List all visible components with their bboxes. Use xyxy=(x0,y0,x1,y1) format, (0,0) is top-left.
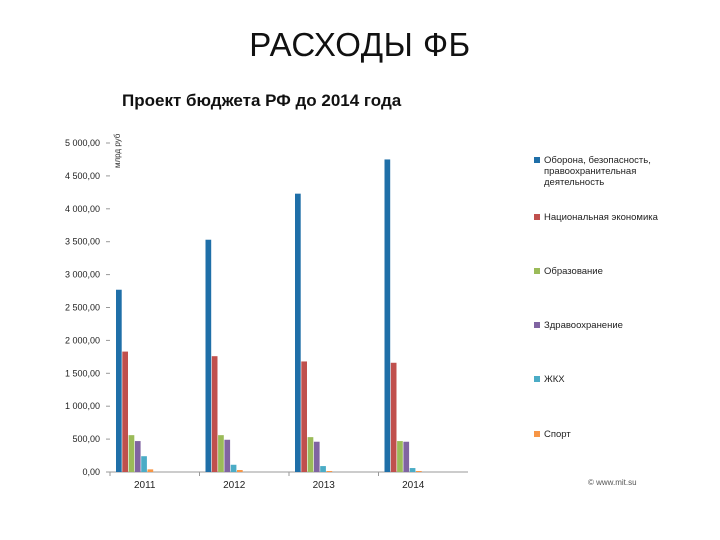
bar-2012-series-2 xyxy=(211,356,218,472)
bar-2011-series-6 xyxy=(147,469,154,472)
bar-2012-series-3 xyxy=(218,435,224,472)
chart-container: Проект бюджета РФ до 2014 года млрд руб … xyxy=(0,80,720,500)
legend-swatch xyxy=(534,376,540,382)
legend-swatch xyxy=(534,157,540,163)
legend-label: ЖКХ xyxy=(544,374,565,385)
bar-2011-series-2 xyxy=(122,351,128,472)
bar-2011-series-1 xyxy=(116,289,122,472)
legend-swatch xyxy=(534,431,540,437)
y-tick-label: 1 500,00 xyxy=(65,368,100,378)
slide-title: РАСХОДЫ ФБ xyxy=(249,26,471,63)
y-tick-label: 5 000,00 xyxy=(65,138,100,148)
legend-swatch xyxy=(534,322,540,328)
source-note: © www.mit.su xyxy=(588,478,637,487)
y-tick-label: 3 500,00 xyxy=(65,237,100,247)
legend-swatch xyxy=(534,268,540,274)
bar-2013-series-1 xyxy=(295,193,301,472)
x-tick-label: 2011 xyxy=(134,480,156,491)
legend-label: Образование xyxy=(544,266,603,277)
bar-2014-series-1 xyxy=(384,159,391,472)
bars-group xyxy=(116,159,422,472)
legend-label: Национальная экономика xyxy=(544,212,659,223)
y-tick-label: 1 000,00 xyxy=(65,401,100,411)
legend-label: Спорт xyxy=(544,429,571,440)
y-tick-label: 4 500,00 xyxy=(65,171,100,181)
y-tick-label: 2 000,00 xyxy=(65,335,100,345)
legend-label: Оборона, безопасность, правоохранительная… xyxy=(544,155,651,188)
x-axis-ticks: 2011 2012 2013 2014 xyxy=(109,472,425,491)
x-tick-label: 2013 xyxy=(313,480,336,491)
x-tick-label: 2014 xyxy=(402,480,425,491)
y-tick-label: 4 000,00 xyxy=(65,204,100,214)
bar-2012-series-5 xyxy=(230,464,237,472)
bar-chart: Проект бюджета РФ до 2014 года млрд руб … xyxy=(65,91,659,491)
bar-2013-series-3 xyxy=(307,437,314,472)
y-axis-ticks: 0,00 500,00 1 000,00 1 500,00 2 000,00 2 500,… xyxy=(65,138,468,477)
bar-2011-series-3 xyxy=(128,435,135,472)
y-tick-label: 0,00 xyxy=(82,467,100,477)
legend-swatch xyxy=(534,214,540,220)
bar-2014-series-2 xyxy=(390,362,397,472)
legend-label: Здравоохранение xyxy=(544,320,623,331)
chart-title: Проект бюджета РФ до 2014 года xyxy=(122,91,402,110)
bar-2013-series-2 xyxy=(301,361,307,472)
bar-2013-series-6 xyxy=(326,471,333,472)
legend: Оборона, безопасность, правоохранительная… xyxy=(534,155,659,440)
bar-2014-series-4 xyxy=(403,441,410,472)
y-axis-label: млрд руб xyxy=(113,133,122,168)
bar-2011-series-5 xyxy=(141,456,147,472)
bar-2012-series-6 xyxy=(237,470,243,472)
bar-2013-series-5 xyxy=(320,466,326,472)
x-tick-label: 2012 xyxy=(223,480,246,491)
bar-2012-series-1 xyxy=(205,239,212,472)
y-tick-label: 500,00 xyxy=(72,434,100,444)
bar-2011-series-4 xyxy=(134,441,141,472)
y-tick-label: 2 500,00 xyxy=(65,303,100,313)
y-tick-label: 3 000,00 xyxy=(65,270,100,280)
bar-2014-series-5 xyxy=(409,468,416,472)
bar-2014-series-6 xyxy=(416,471,422,472)
bar-2014-series-3 xyxy=(397,441,403,472)
bar-2012-series-4 xyxy=(224,439,231,472)
bar-2013-series-4 xyxy=(313,441,320,472)
